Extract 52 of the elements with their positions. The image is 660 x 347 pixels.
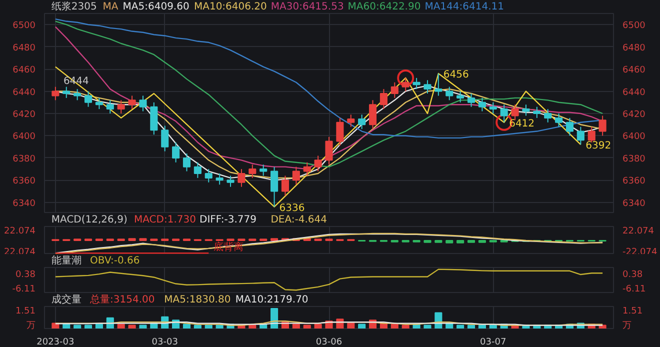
- y-tick-label: 6440: [12, 88, 36, 98]
- text: MA10:6406.20: [194, 2, 267, 12]
- y2-tick-label: 6500: [622, 21, 646, 32]
- y2-tick-label: 6360: [622, 176, 646, 187]
- text: 万: [26, 320, 36, 331]
- y-tick-label: 6400: [12, 132, 36, 142]
- y-tick-label: 6340: [12, 198, 36, 209]
- x-tick-label: 03-06: [316, 338, 342, 347]
- chart-title: MACD(12,26,9): [51, 214, 128, 226]
- series-label: DEA:-4.644: [270, 214, 328, 226]
- y2-tick-label: 6480: [622, 43, 646, 54]
- y-tick-label: 0.38: [15, 270, 36, 280]
- y2-tick-label: 6400: [622, 132, 646, 142]
- x-tick-label: 03-07: [480, 338, 506, 347]
- x-tick-label: 2023-03: [36, 338, 74, 347]
- y2-tick-label: -6.11: [622, 284, 646, 295]
- chart-title: 能量潮: [51, 254, 82, 266]
- text: MA30:6415.53: [270, 2, 344, 12]
- y-tick-label: 22.074: [4, 226, 36, 237]
- y2-tick-label: 6440: [622, 88, 646, 98]
- series-label: MACD:1.730: [134, 214, 196, 226]
- y2-tick-label: 6340: [622, 198, 646, 209]
- y2-tick-label: 0.38: [622, 270, 643, 280]
- y-tick-label: 6380: [12, 154, 36, 164]
- data-label: 6392: [586, 140, 612, 152]
- y2-tick-label: 6380: [622, 154, 646, 164]
- chart-title: 成交量: [51, 294, 82, 306]
- y-tick-label: 6480: [12, 43, 36, 54]
- y-tick-label: 6360: [12, 176, 36, 187]
- text: 1.51: [15, 306, 36, 316]
- y2-tick-label: 22.074: [622, 226, 654, 237]
- chart-title: 纸浆2305: [51, 0, 97, 12]
- text: MA144:6414.11: [424, 2, 504, 12]
- legend-title: MA: [102, 2, 118, 12]
- text: MA60:6422.90: [348, 2, 421, 12]
- text: MA5:6409.60: [122, 2, 190, 12]
- y2-tick-label: 6460: [622, 66, 646, 76]
- text: 1.51: [622, 306, 643, 316]
- y-tick-label: 6460: [12, 66, 36, 76]
- x-tick-label: 03-03: [152, 338, 178, 347]
- series-label: OBV:-0.66: [90, 256, 140, 266]
- y-tick-label: 6500: [12, 21, 36, 32]
- series-label: MA5:1830.80: [164, 294, 231, 306]
- series-label: DIFF:-3.779: [200, 214, 256, 226]
- data-label: 6456: [443, 70, 469, 80]
- y2-tick-label: 6420: [622, 110, 646, 120]
- data-label: 6336: [279, 202, 305, 214]
- series-label: 总量:3154.00: [89, 294, 155, 306]
- y-tick-label: 6420: [12, 110, 36, 120]
- text: 万: [622, 320, 632, 331]
- y-tick-label: -6.11: [12, 284, 36, 295]
- series-label: MA10:2179.70: [235, 294, 308, 306]
